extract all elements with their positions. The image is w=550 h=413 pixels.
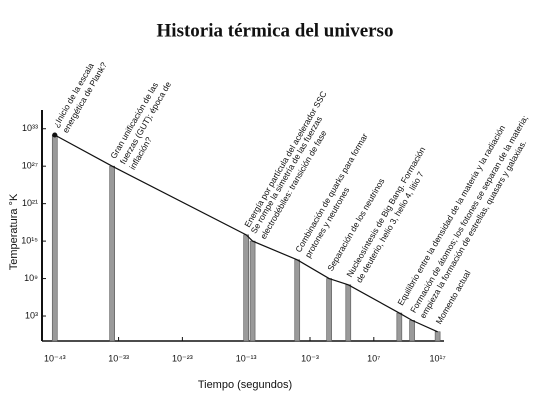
x-tick-label: 10⁻³³ (108, 353, 129, 363)
chart-title: Historia térmica del universo (157, 20, 394, 41)
bar (434, 331, 441, 342)
bar (109, 165, 115, 342)
x-tick-label: 10¹⁷ (429, 353, 445, 363)
annotation: Formación de átomos; los fotones se sepa… (408, 114, 530, 315)
x-axis-label: Tiempo (segundos) (198, 379, 292, 391)
bar (51, 134, 58, 342)
bar (326, 278, 332, 342)
y-tick-label: 10²⁷ (22, 161, 38, 171)
bar (249, 240, 256, 342)
x-tick-label: 10⁷ (367, 353, 380, 363)
y-tick-label: 10³³ (22, 123, 38, 133)
series-line (54, 134, 438, 333)
bar (294, 259, 301, 342)
x-tick-label: 10⁻²³ (172, 353, 193, 363)
x-tick-label: 10⁻¹³ (236, 353, 257, 363)
annotation: Equilibrio entre la densidad de la mater… (395, 123, 507, 307)
y-tick-label: 10¹⁵ (21, 235, 38, 245)
x-tick-label: 10⁻⁴³ (44, 353, 66, 363)
bar (396, 312, 403, 342)
y-tick-label: 10⁹ (24, 273, 38, 283)
y-tick-label: 10³ (25, 310, 38, 320)
point (52, 132, 58, 138)
y-tick-label: 10²¹ (22, 198, 38, 208)
x-tick-label: 10⁻³ (301, 353, 319, 363)
bar (409, 320, 415, 342)
annotation: empieza la formación de estrellas, quasa… (418, 138, 529, 320)
bar (243, 234, 249, 342)
y-axis-label: Temperatura °K (8, 193, 20, 270)
bar (345, 284, 352, 342)
